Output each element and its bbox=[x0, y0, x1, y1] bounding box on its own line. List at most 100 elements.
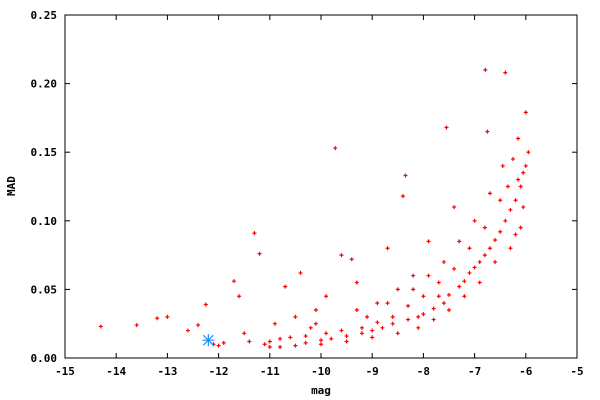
data-point bbox=[216, 343, 221, 348]
data-point bbox=[523, 110, 528, 115]
data-point bbox=[247, 339, 252, 344]
x-tick-label: -10 bbox=[311, 365, 331, 378]
data-point bbox=[485, 129, 490, 134]
data-point bbox=[267, 339, 272, 344]
data-point bbox=[477, 259, 482, 264]
data-point bbox=[333, 146, 338, 151]
data-point bbox=[516, 136, 521, 141]
x-axis-label: mag bbox=[311, 384, 331, 397]
y-tick-label: 0.15 bbox=[31, 146, 58, 159]
data-point bbox=[516, 177, 521, 182]
data-point bbox=[262, 342, 267, 347]
data-point bbox=[272, 321, 277, 326]
data-point bbox=[457, 239, 462, 244]
data-point bbox=[482, 253, 487, 258]
data-point bbox=[395, 287, 400, 292]
data-point bbox=[365, 314, 370, 319]
x-tick-label: -9 bbox=[366, 365, 379, 378]
data-point bbox=[498, 198, 503, 203]
data-point bbox=[411, 287, 416, 292]
data-point bbox=[319, 342, 323, 347]
x-tick-label: -12 bbox=[209, 365, 229, 378]
data-point bbox=[359, 325, 364, 330]
data-point bbox=[472, 218, 477, 223]
data-point bbox=[472, 265, 477, 270]
data-point bbox=[283, 284, 288, 289]
y-tick-label: 0.05 bbox=[31, 283, 58, 296]
data-point bbox=[452, 266, 457, 271]
data-point bbox=[390, 321, 395, 326]
data-point bbox=[288, 335, 293, 340]
data-point bbox=[436, 280, 441, 285]
data-point bbox=[467, 246, 472, 251]
data-point bbox=[242, 331, 247, 336]
data-point bbox=[513, 232, 518, 237]
data-point bbox=[436, 294, 441, 299]
data-point bbox=[447, 307, 451, 312]
data-point bbox=[447, 292, 451, 297]
data-point bbox=[349, 257, 354, 262]
data-point bbox=[483, 67, 488, 72]
data-point bbox=[521, 205, 526, 210]
data-point bbox=[155, 316, 160, 321]
data-point bbox=[521, 170, 526, 175]
data-point bbox=[431, 306, 436, 311]
data-point bbox=[493, 238, 498, 243]
data-point bbox=[487, 191, 492, 196]
data-point bbox=[431, 317, 436, 322]
data-point bbox=[513, 198, 518, 203]
data-point bbox=[452, 205, 457, 210]
x-tick-label: -5 bbox=[570, 365, 583, 378]
data-point bbox=[278, 345, 283, 350]
data-point bbox=[375, 301, 380, 306]
data-point bbox=[385, 301, 390, 306]
data-point bbox=[467, 270, 472, 275]
data-point bbox=[406, 317, 411, 322]
data-point bbox=[508, 207, 513, 212]
data-point bbox=[257, 251, 262, 256]
data-point bbox=[324, 294, 329, 299]
data-point bbox=[359, 331, 364, 336]
plot-frame bbox=[64, 14, 578, 359]
data-point bbox=[98, 324, 103, 329]
data-point bbox=[231, 279, 236, 284]
y-tick-label: 0.25 bbox=[31, 9, 58, 22]
data-point bbox=[237, 294, 242, 299]
data-point bbox=[319, 338, 323, 343]
data-point bbox=[303, 334, 308, 339]
data-point bbox=[487, 246, 492, 251]
data-point bbox=[505, 184, 510, 189]
data-point bbox=[329, 336, 334, 341]
data-point bbox=[493, 259, 498, 264]
y-tick-label: 0.20 bbox=[31, 78, 58, 91]
data-point bbox=[370, 328, 375, 333]
data-point bbox=[313, 307, 318, 312]
data-point bbox=[400, 194, 405, 199]
data-point bbox=[426, 273, 431, 278]
data-points bbox=[98, 67, 531, 350]
data-point bbox=[165, 314, 170, 319]
data-point bbox=[498, 229, 503, 234]
y-tick-label: 0.00 bbox=[31, 352, 58, 365]
data-point bbox=[298, 270, 303, 275]
data-point bbox=[503, 70, 508, 75]
data-point bbox=[370, 335, 375, 340]
data-point bbox=[339, 328, 344, 333]
data-point bbox=[252, 231, 257, 236]
data-point bbox=[462, 279, 467, 284]
data-point bbox=[511, 157, 515, 162]
data-point bbox=[185, 328, 190, 333]
y-axis-label: MAD bbox=[5, 176, 18, 196]
data-point bbox=[477, 280, 482, 285]
data-point bbox=[354, 307, 359, 312]
data-point bbox=[390, 314, 395, 319]
x-tick-label: -14 bbox=[106, 365, 126, 378]
x-tick-label: -6 bbox=[519, 365, 533, 378]
x-tick-label: -8 bbox=[417, 365, 430, 378]
data-point bbox=[411, 273, 416, 278]
data-point bbox=[500, 163, 505, 168]
data-point bbox=[344, 339, 349, 344]
data-point bbox=[267, 345, 272, 350]
data-point bbox=[523, 163, 528, 168]
data-point bbox=[203, 302, 208, 307]
